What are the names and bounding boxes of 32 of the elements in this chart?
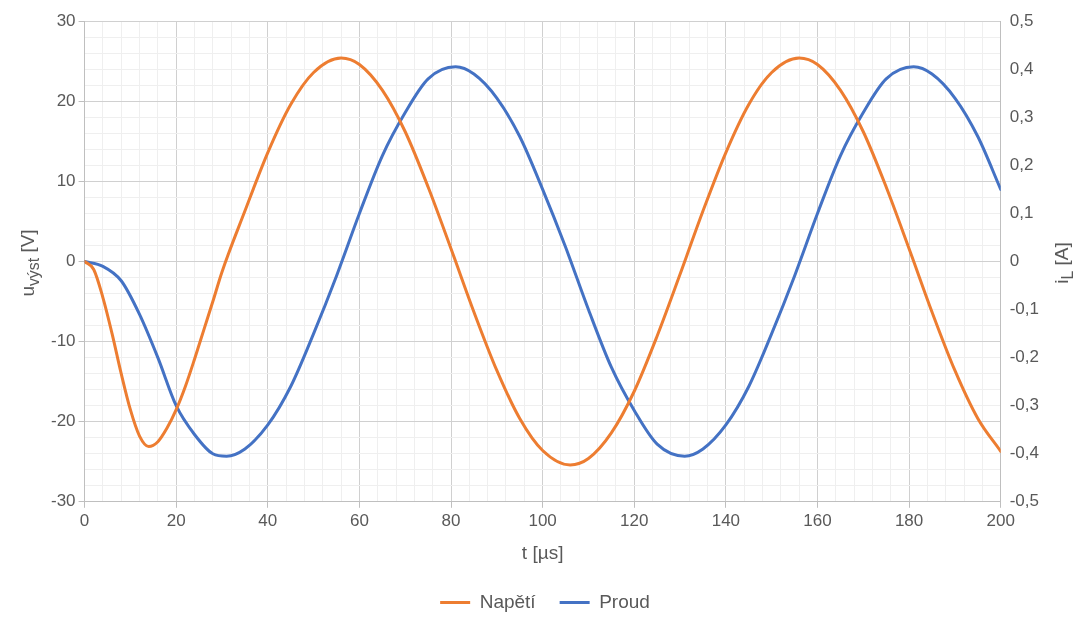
y2-tick-label: -0,2 (1009, 347, 1039, 367)
y-tick-label: -10 (50, 331, 76, 351)
y-tick-label: 30 (56, 10, 76, 30)
x-tick-label: 140 (711, 510, 741, 530)
x-tick-label: 80 (441, 510, 461, 530)
y2-tick-label: -0,5 (1009, 491, 1039, 511)
x-tick-label: 200 (986, 510, 1015, 530)
x-tick-label: 100 (528, 510, 557, 530)
legend-label: Napětí (479, 590, 537, 612)
y-tick-label: 20 (56, 90, 76, 110)
y2-tick-label: 0,1 (1009, 203, 1034, 223)
x-tick-label: 40 (258, 510, 278, 530)
x-tick-label: 0 (79, 510, 90, 530)
y-tick-label: 0 (66, 251, 76, 271)
x-tick-label: 20 (166, 510, 186, 530)
y2-tick-label: -0,1 (1009, 299, 1039, 319)
x-axis-title: t [µs] (521, 541, 564, 563)
y2-tick-label: -0,3 (1009, 395, 1039, 415)
legend-label: Proud (599, 590, 650, 612)
x-tick-label: 180 (894, 510, 924, 530)
x-tick-label: 120 (620, 510, 649, 530)
y2-tick-label: 0 (1009, 251, 1020, 271)
y2-tick-label: 0,2 (1009, 155, 1034, 175)
y2-tick-label: 0,3 (1009, 107, 1034, 127)
y-tick-label: -20 (50, 411, 76, 431)
y2-tick-label: 0,5 (1009, 10, 1034, 30)
y2-tick-label: 0,4 (1009, 58, 1034, 78)
y-tick-label: 10 (56, 171, 76, 191)
y-tick-label: -30 (50, 491, 76, 511)
x-tick-label: 60 (349, 510, 369, 530)
x-tick-label: 160 (803, 510, 832, 530)
y2-tick-label: -0,4 (1009, 443, 1039, 463)
